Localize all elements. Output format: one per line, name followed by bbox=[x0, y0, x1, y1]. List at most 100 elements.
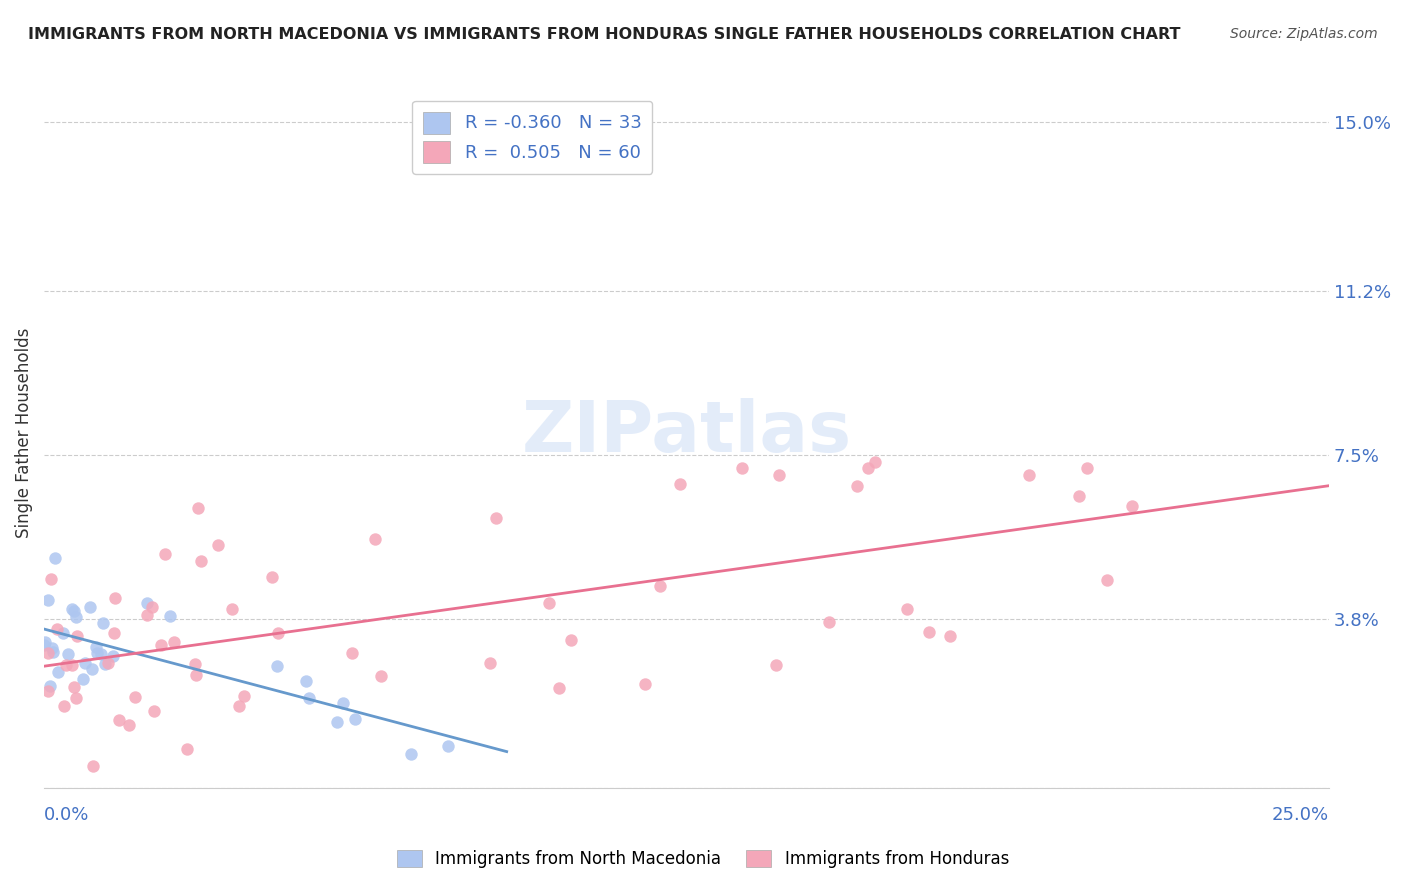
Point bbox=[41, 640, 63, 655]
Point bbox=[66, 629, 89, 643]
Point bbox=[1076, 460, 1098, 475]
Point bbox=[221, 602, 243, 616]
Text: 0.0%: 0.0% bbox=[44, 806, 90, 824]
Point bbox=[37, 684, 59, 698]
Point bbox=[39, 573, 62, 587]
Point bbox=[94, 657, 117, 671]
Point bbox=[52, 626, 75, 640]
Point bbox=[65, 691, 87, 706]
Point bbox=[56, 647, 79, 661]
Legend: Immigrants from North Macedonia, Immigrants from Honduras: Immigrants from North Macedonia, Immigra… bbox=[391, 843, 1015, 875]
Point bbox=[187, 501, 209, 516]
Point bbox=[344, 712, 367, 726]
Point bbox=[124, 690, 146, 704]
Point bbox=[228, 699, 250, 714]
Point bbox=[153, 547, 176, 561]
Point bbox=[44, 551, 66, 566]
Point bbox=[233, 689, 256, 703]
Text: IMMIGRANTS FROM NORTH MACEDONIA VS IMMIGRANTS FROM HONDURAS SINGLE FATHER HOUSEH: IMMIGRANTS FROM NORTH MACEDONIA VS IMMIG… bbox=[28, 27, 1181, 42]
Point bbox=[295, 674, 318, 689]
Point bbox=[731, 461, 754, 475]
Point bbox=[479, 656, 502, 670]
Point bbox=[190, 554, 212, 568]
Point bbox=[141, 599, 163, 614]
Point bbox=[184, 668, 207, 682]
Legend: R = -0.360   N = 33, R =  0.505   N = 60: R = -0.360 N = 33, R = 0.505 N = 60 bbox=[412, 101, 652, 174]
Point bbox=[1018, 468, 1040, 483]
Point bbox=[91, 616, 114, 631]
Point bbox=[79, 600, 101, 615]
Point bbox=[896, 602, 918, 616]
Point bbox=[72, 672, 94, 686]
Point bbox=[135, 607, 157, 622]
Point bbox=[668, 476, 690, 491]
Point bbox=[184, 657, 207, 672]
Point bbox=[46, 665, 69, 680]
Point bbox=[150, 639, 173, 653]
Point bbox=[37, 593, 59, 607]
Point bbox=[62, 604, 84, 618]
Point bbox=[538, 596, 561, 610]
Text: 25.0%: 25.0% bbox=[1272, 806, 1329, 824]
Point bbox=[82, 759, 104, 773]
Point bbox=[45, 622, 67, 636]
Point bbox=[55, 658, 77, 673]
Point bbox=[485, 511, 508, 525]
Point bbox=[1097, 573, 1119, 587]
Point bbox=[364, 533, 387, 547]
Point bbox=[262, 570, 284, 584]
Text: Source: ZipAtlas.com: Source: ZipAtlas.com bbox=[1230, 27, 1378, 41]
Point bbox=[560, 632, 582, 647]
Point bbox=[845, 479, 868, 493]
Point bbox=[768, 468, 790, 483]
Point bbox=[1121, 499, 1143, 513]
Point bbox=[817, 615, 839, 630]
Point bbox=[80, 662, 103, 676]
Point bbox=[765, 657, 787, 672]
Point bbox=[437, 739, 460, 753]
Point bbox=[650, 579, 672, 593]
Point bbox=[39, 679, 62, 693]
Point bbox=[118, 718, 141, 732]
Point bbox=[108, 713, 131, 727]
Point bbox=[97, 656, 120, 670]
Point bbox=[63, 680, 86, 694]
Point bbox=[938, 629, 960, 643]
Point bbox=[60, 658, 83, 673]
Point bbox=[370, 669, 392, 683]
Point bbox=[42, 645, 65, 659]
Point bbox=[65, 610, 87, 624]
Point bbox=[103, 626, 125, 640]
Point bbox=[32, 638, 55, 652]
Point bbox=[90, 647, 112, 661]
Point bbox=[84, 640, 107, 654]
Point bbox=[159, 609, 181, 624]
Point bbox=[326, 715, 349, 730]
Point bbox=[863, 455, 886, 469]
Point bbox=[207, 538, 229, 552]
Point bbox=[143, 705, 166, 719]
Point bbox=[86, 647, 108, 661]
Point bbox=[918, 625, 941, 640]
Point bbox=[62, 601, 84, 615]
Y-axis label: Single Father Households: Single Father Households bbox=[15, 327, 32, 538]
Point bbox=[34, 635, 56, 649]
Point bbox=[135, 596, 157, 610]
Point bbox=[267, 625, 290, 640]
Point bbox=[104, 591, 127, 605]
Point bbox=[53, 698, 76, 713]
Point bbox=[298, 691, 321, 706]
Point bbox=[75, 656, 97, 670]
Point bbox=[340, 646, 363, 660]
Point bbox=[101, 649, 124, 664]
Point bbox=[634, 677, 657, 691]
Point bbox=[163, 635, 186, 649]
Point bbox=[37, 646, 59, 660]
Point bbox=[547, 681, 569, 695]
Point bbox=[176, 742, 198, 756]
Point bbox=[1067, 489, 1090, 503]
Point bbox=[332, 696, 354, 710]
Point bbox=[856, 461, 879, 475]
Point bbox=[399, 747, 422, 761]
Text: ZIPatlas: ZIPatlas bbox=[522, 399, 852, 467]
